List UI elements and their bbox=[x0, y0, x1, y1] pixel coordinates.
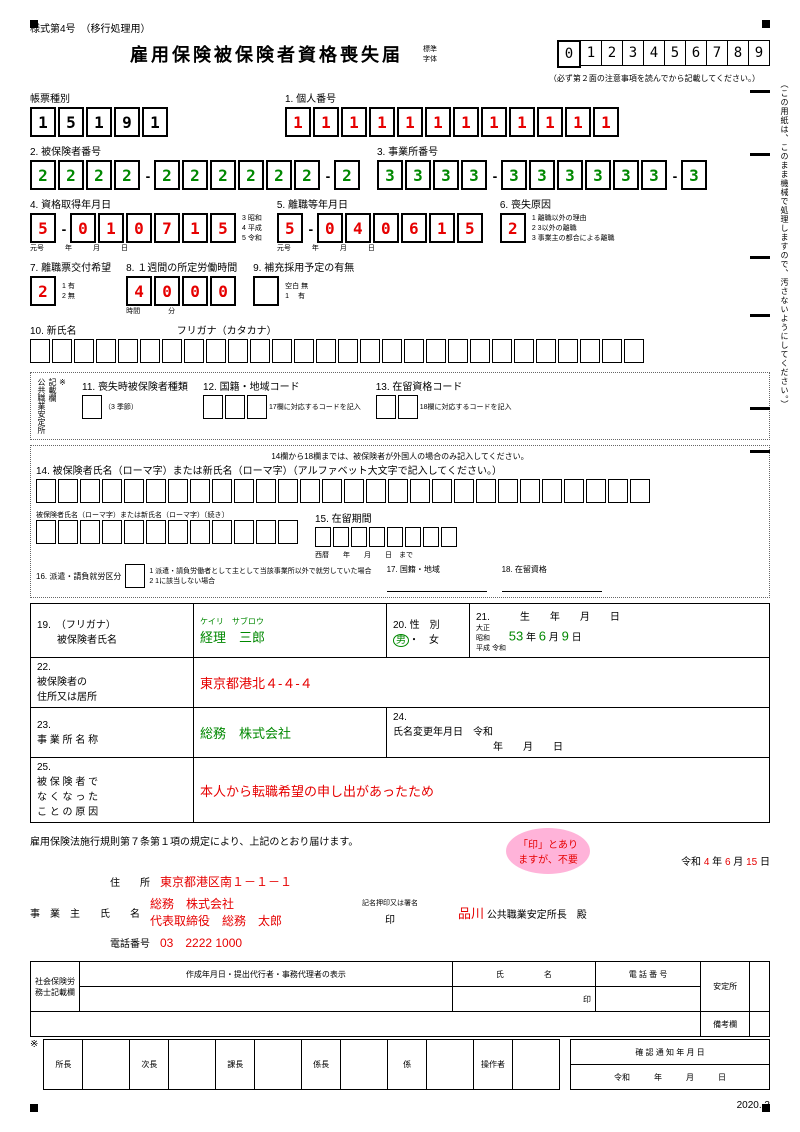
cert-request[interactable]: 2 bbox=[30, 276, 58, 306]
insured-name[interactable]: 経理 三郎 bbox=[200, 630, 265, 645]
vertical-note: （この用紙は、このまま機械で処理しますので、汚さないようにしてください。） bbox=[779, 80, 790, 409]
separation-date[interactable]: 5-040615 bbox=[277, 213, 485, 243]
romaji-name[interactable] bbox=[36, 479, 764, 506]
office-number[interactable]: 3333-333333-3 bbox=[377, 160, 709, 190]
acquisition-date[interactable]: 5-010715 bbox=[30, 213, 238, 243]
employer-address[interactable]: 東京都港区南１－１－１ bbox=[160, 875, 292, 889]
page-title: 雇用保険被保険者資格喪失届 bbox=[130, 41, 403, 67]
loss-reason[interactable]: 2 bbox=[500, 213, 528, 243]
address[interactable]: 東京都港北４-４-４ bbox=[200, 676, 313, 691]
personal-number[interactable]: 111111111111 bbox=[285, 107, 621, 137]
new-name[interactable] bbox=[30, 339, 770, 366]
admin-table: 社会保険労務士記載欄作成年月日・提出代行者・事務代理者の表示氏 名電 話 番 号… bbox=[30, 961, 770, 1037]
reason[interactable]: 本人から転職希望の申し出があったため bbox=[200, 784, 434, 799]
insured-number[interactable]: 2222-222222-2 bbox=[30, 160, 362, 190]
form-type: 様式第4号 （移行処理用） bbox=[30, 20, 151, 35]
phone[interactable]: 03 2222 1000 bbox=[160, 936, 242, 950]
form-type-boxes: 15191 bbox=[30, 107, 170, 137]
work-hours[interactable]: 4000 bbox=[126, 276, 238, 306]
sample-digits: 0123456789 bbox=[558, 40, 770, 68]
stamp-note-bubble: 「印」とあり ますが、不要 bbox=[506, 828, 590, 874]
office-name[interactable]: 総務 株式会社 bbox=[200, 726, 291, 741]
